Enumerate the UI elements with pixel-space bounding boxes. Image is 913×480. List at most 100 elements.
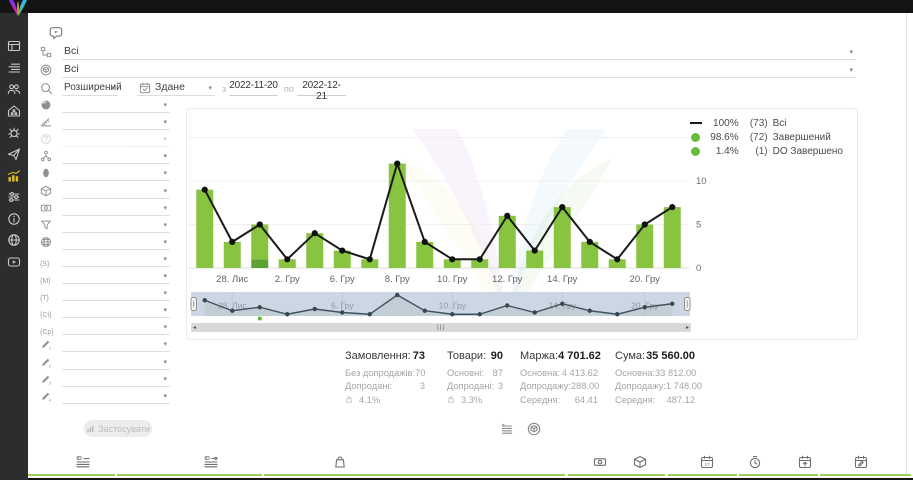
filter-select-custom-1[interactable]: ▾ <box>62 336 170 353</box>
line-point[interactable] <box>229 238 236 245</box>
sidebar-item-info[interactable] <box>7 212 21 226</box>
navigator-handle-right[interactable] <box>684 297 691 311</box>
filter-select-website[interactable]: ▾ <box>62 234 170 250</box>
bar-segment-completed[interactable] <box>306 233 324 268</box>
app-logo-icon[interactable] <box>7 0 29 17</box>
filter-select-custom-2[interactable]: ▾ <box>62 354 170 370</box>
filter-select-manager[interactable]: ▾ <box>62 165 170 182</box>
bar-segment-completed[interactable] <box>333 250 351 268</box>
line-point[interactable] <box>504 212 511 219</box>
filter-select-utm-medium[interactable]: ▾ <box>62 268 170 284</box>
filter-select-custom-4[interactable]: ▾ <box>62 388 170 404</box>
bottom-tab-calendar-export[interactable] <box>798 455 812 469</box>
line-point[interactable] <box>394 160 401 167</box>
line-point[interactable] <box>366 256 373 263</box>
bar-segment-completed[interactable] <box>553 207 571 268</box>
bottom-tab-id-list[interactable]: ID <box>76 455 90 469</box>
bar-segment-completed[interactable] <box>443 259 461 268</box>
sidebar-item-customers[interactable] <box>7 82 21 96</box>
bottom-tab-calendar-edit[interactable] <box>854 455 868 469</box>
line-point[interactable] <box>421 238 428 245</box>
scroll-right-icon[interactable]: ▸ <box>685 325 689 331</box>
bar-segment-do[interactable] <box>251 259 269 268</box>
filter-select-country[interactable]: ▾ <box>62 97 170 113</box>
sidebar-item-warehouse[interactable] <box>7 104 21 118</box>
bottom-tab-product-cube[interactable] <box>633 455 647 469</box>
bar-segment-completed[interactable] <box>608 259 626 268</box>
sidebar-item-integrations[interactable] <box>7 125 21 139</box>
sidebar-item-tutorials[interactable] <box>7 255 21 269</box>
view-toggle-list-view[interactable] <box>500 422 514 436</box>
line-point[interactable] <box>256 221 263 228</box>
caret-down-icon: ▾ <box>849 67 853 74</box>
line-point[interactable] <box>311 230 318 237</box>
date-type-select[interactable]: Здане ▾ <box>137 80 215 96</box>
line-point[interactable] <box>201 186 208 193</box>
filter-select-custom-3[interactable]: ▾ <box>62 371 170 387</box>
bar-segment-completed[interactable] <box>388 163 406 268</box>
apply-filters-button[interactable]: Застосувати <box>84 420 152 437</box>
sidebar-item-campaigns[interactable] <box>7 147 21 161</box>
bar-segment-completed[interactable] <box>498 215 516 268</box>
filter-select-funnel[interactable]: ▾ <box>62 217 170 233</box>
bar-segment-completed[interactable] <box>223 241 241 268</box>
bottom-tab-id-range[interactable]: ID <box>204 455 218 469</box>
bar-segment-completed[interactable] <box>581 241 599 268</box>
video-hint-icon[interactable] <box>48 25 64 40</box>
legend-item[interactable]: 100% (73) Всі <box>689 116 843 130</box>
filter-select-level[interactable]: ▾ <box>62 114 170 131</box>
line-point[interactable] <box>669 204 676 211</box>
legend-item[interactable]: 98.6% (72) Завершений <box>689 130 843 144</box>
filter-select-payment[interactable]: ▾ <box>62 200 170 216</box>
bar-segment-completed[interactable] <box>361 259 379 268</box>
sidebar-item-orders[interactable] <box>7 61 21 75</box>
date-from-input[interactable]: 2022-11-20 <box>229 80 278 96</box>
navigator-handle-left[interactable] <box>190 297 197 311</box>
filter-select-help[interactable]: ▾ <box>62 131 170 148</box>
line-point[interactable] <box>531 247 538 254</box>
filter-select-structure[interactable]: ▾ <box>62 148 170 165</box>
line-point[interactable] <box>614 256 621 263</box>
filter-select-utm-content[interactable]: ▾ <box>62 302 170 319</box>
scroll-grip[interactable]: ||| <box>436 324 446 331</box>
bar-segment-completed[interactable] <box>196 189 214 268</box>
bottom-tab-money[interactable] <box>593 455 607 469</box>
sidebar-item-analytics[interactable] <box>7 169 21 183</box>
filter-select-utm-campaign[interactable]: ▾ <box>62 319 170 336</box>
status-filter-select[interactable]: Всі ▾ <box>62 44 856 60</box>
bar-segment-completed[interactable] <box>251 224 269 260</box>
bar-segment-completed[interactable] <box>663 207 681 268</box>
filter-select-product[interactable]: ▾ <box>62 183 170 199</box>
sidebar-item-localization[interactable] <box>7 233 21 247</box>
sidebar-item-automation[interactable] <box>7 190 21 204</box>
line-point[interactable] <box>339 247 346 254</box>
bottom-tab-calendar-date[interactable]: 17 <box>700 455 714 469</box>
line-point[interactable] <box>641 221 648 228</box>
right-scroll-track[interactable] <box>906 13 907 478</box>
product-filter-select[interactable]: Всі ▾ <box>62 62 856 78</box>
navigator-track[interactable] <box>191 292 690 316</box>
line-point[interactable] <box>284 256 291 263</box>
bottom-tab-time[interactable] <box>748 455 762 469</box>
bar-segment-completed[interactable] <box>471 259 489 268</box>
bar-segment-completed[interactable] <box>416 241 434 268</box>
line-point[interactable] <box>586 238 593 245</box>
filter-select-utm-source[interactable]: ▾ <box>62 251 170 267</box>
bar-segment-completed[interactable] <box>636 224 654 269</box>
bar-segment-completed[interactable] <box>278 259 296 268</box>
stat-sub-label: Середня: <box>615 394 656 405</box>
navigator-chart[interactable]: 28. Лис 6. Гру 10. Гру 14. Гру 20. Гру <box>189 291 719 323</box>
navigator-scrollbar[interactable]: ◂ ||| ▸ <box>191 323 691 332</box>
filter-select-utm-term[interactable]: ▾ <box>62 285 170 302</box>
line-point[interactable] <box>476 256 483 263</box>
bar-segment-completed[interactable] <box>526 250 544 268</box>
search-mode-select[interactable]: Розширений ▾ <box>62 80 122 96</box>
legend-item[interactable]: 1.4% (1) DO Завершено <box>689 144 843 158</box>
sidebar-item-dashboard[interactable] <box>7 39 21 53</box>
scroll-left-icon[interactable]: ◂ <box>193 325 197 331</box>
view-toggle-cube-view[interactable] <box>527 422 541 436</box>
bottom-tab-bag[interactable] <box>333 455 347 469</box>
date-to-input[interactable]: 2022-12-21 <box>297 80 346 102</box>
line-point[interactable] <box>559 204 566 211</box>
line-point[interactable] <box>449 256 456 263</box>
